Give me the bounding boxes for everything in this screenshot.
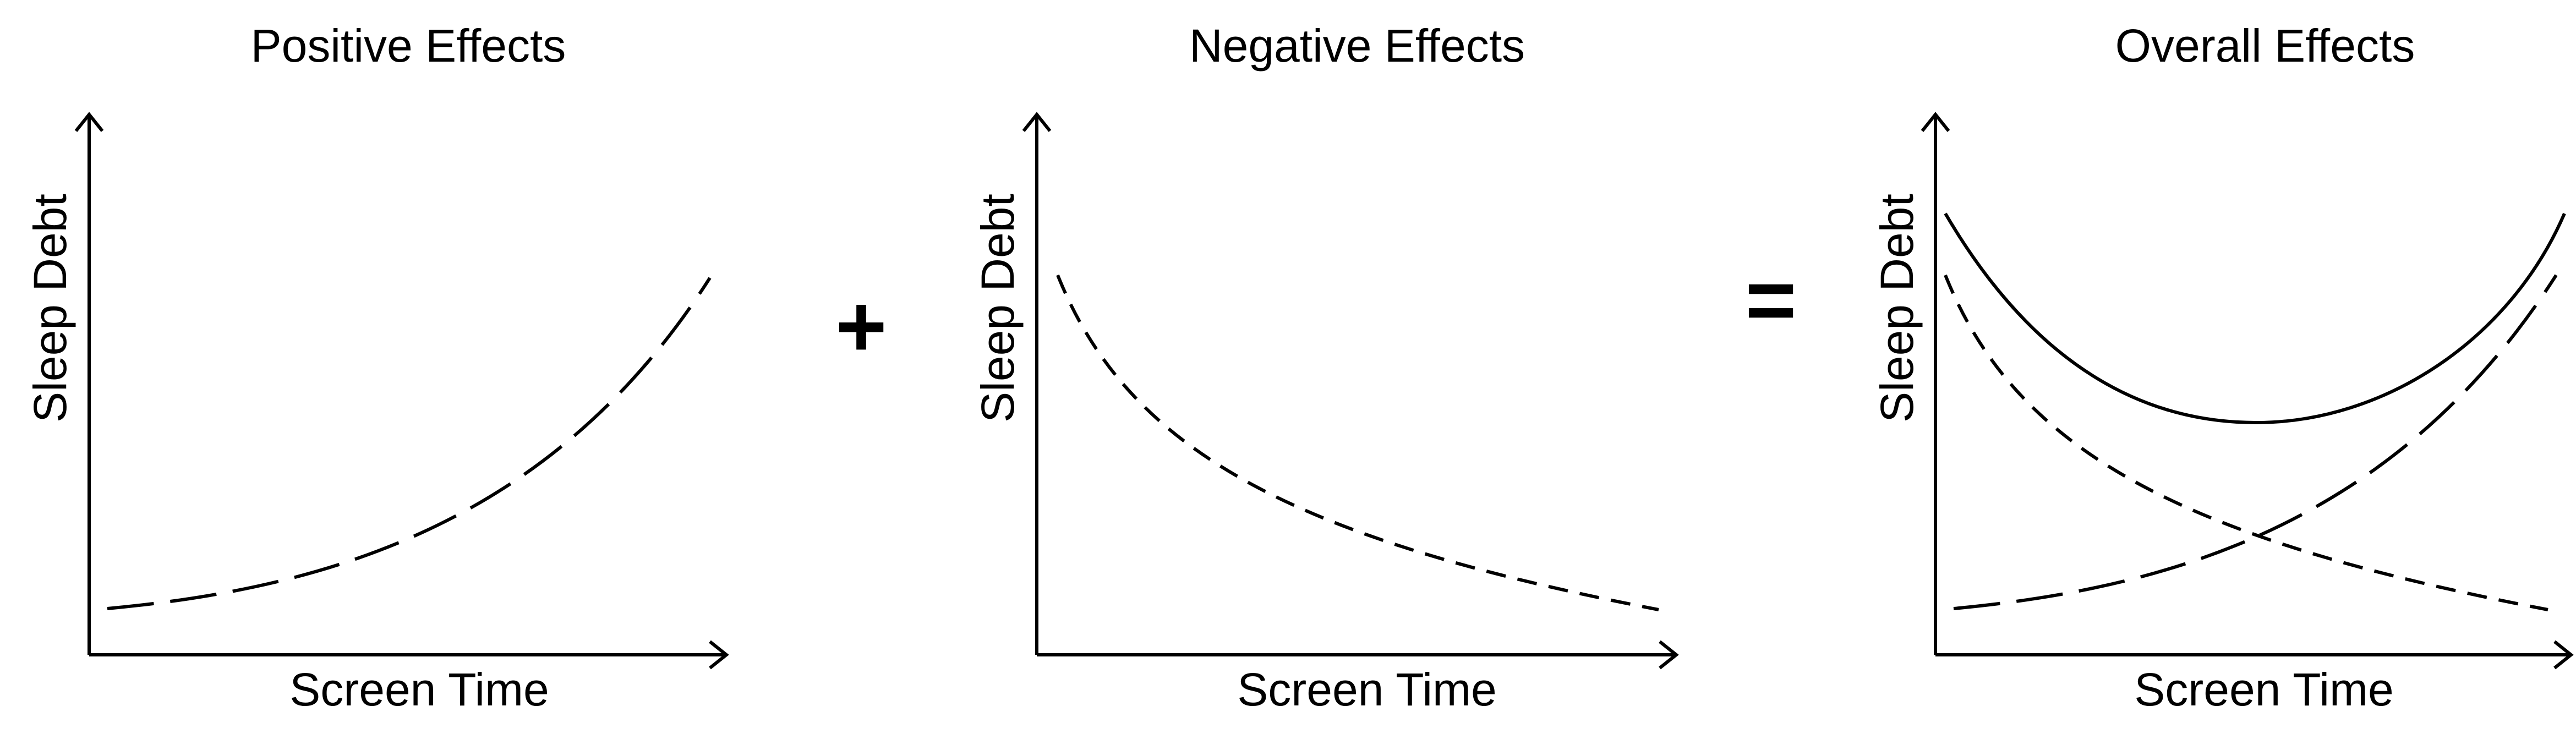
- x-axis: [89, 640, 729, 670]
- panel-title: Negative Effects: [1189, 20, 1525, 72]
- negative-effect-curve: [1944, 274, 2548, 611]
- panel-positive-effects: Positive Effects Sleep Debt Screen Time: [24, 20, 729, 715]
- plus-operator: +: [835, 277, 887, 375]
- y-axis: [1022, 112, 1052, 655]
- negative-effect-curve: [1056, 274, 1659, 611]
- x-axis: [1935, 640, 2574, 670]
- y-axis-label: Sleep Debt: [24, 194, 76, 423]
- positive-effect-curve: [107, 277, 712, 610]
- y-axis-label: Sleep Debt: [1871, 194, 1923, 423]
- x-axis-arrowhead: [709, 640, 729, 670]
- overall-effect-curve: [1944, 212, 2566, 425]
- x-axis-label: Screen Time: [2134, 664, 2394, 715]
- x-axis-arrowhead: [2553, 640, 2574, 670]
- y-axis: [74, 112, 104, 655]
- y-axis-arrowhead: [1921, 112, 1950, 132]
- x-axis-label: Screen Time: [1237, 664, 1497, 715]
- y-axis-arrowhead: [1022, 112, 1052, 132]
- positive-effect-curve: [1953, 274, 2558, 610]
- equals-operator: =: [1745, 250, 1796, 349]
- x-axis: [1037, 640, 1679, 670]
- y-axis-label: Sleep Debt: [972, 194, 1024, 423]
- panel-title: Overall Effects: [2115, 20, 2415, 72]
- x-axis-label: Screen Time: [289, 664, 549, 715]
- y-axis-arrowhead: [74, 112, 104, 132]
- x-axis-arrowhead: [1659, 640, 1679, 670]
- panel-overall-effects: Overall Effects Sleep Debt Screen Time: [1871, 20, 2574, 715]
- panel-negative-effects: Negative Effects Sleep Debt Screen Time: [972, 20, 1679, 715]
- y-axis: [1921, 112, 1950, 655]
- panel-title: Positive Effects: [251, 20, 566, 72]
